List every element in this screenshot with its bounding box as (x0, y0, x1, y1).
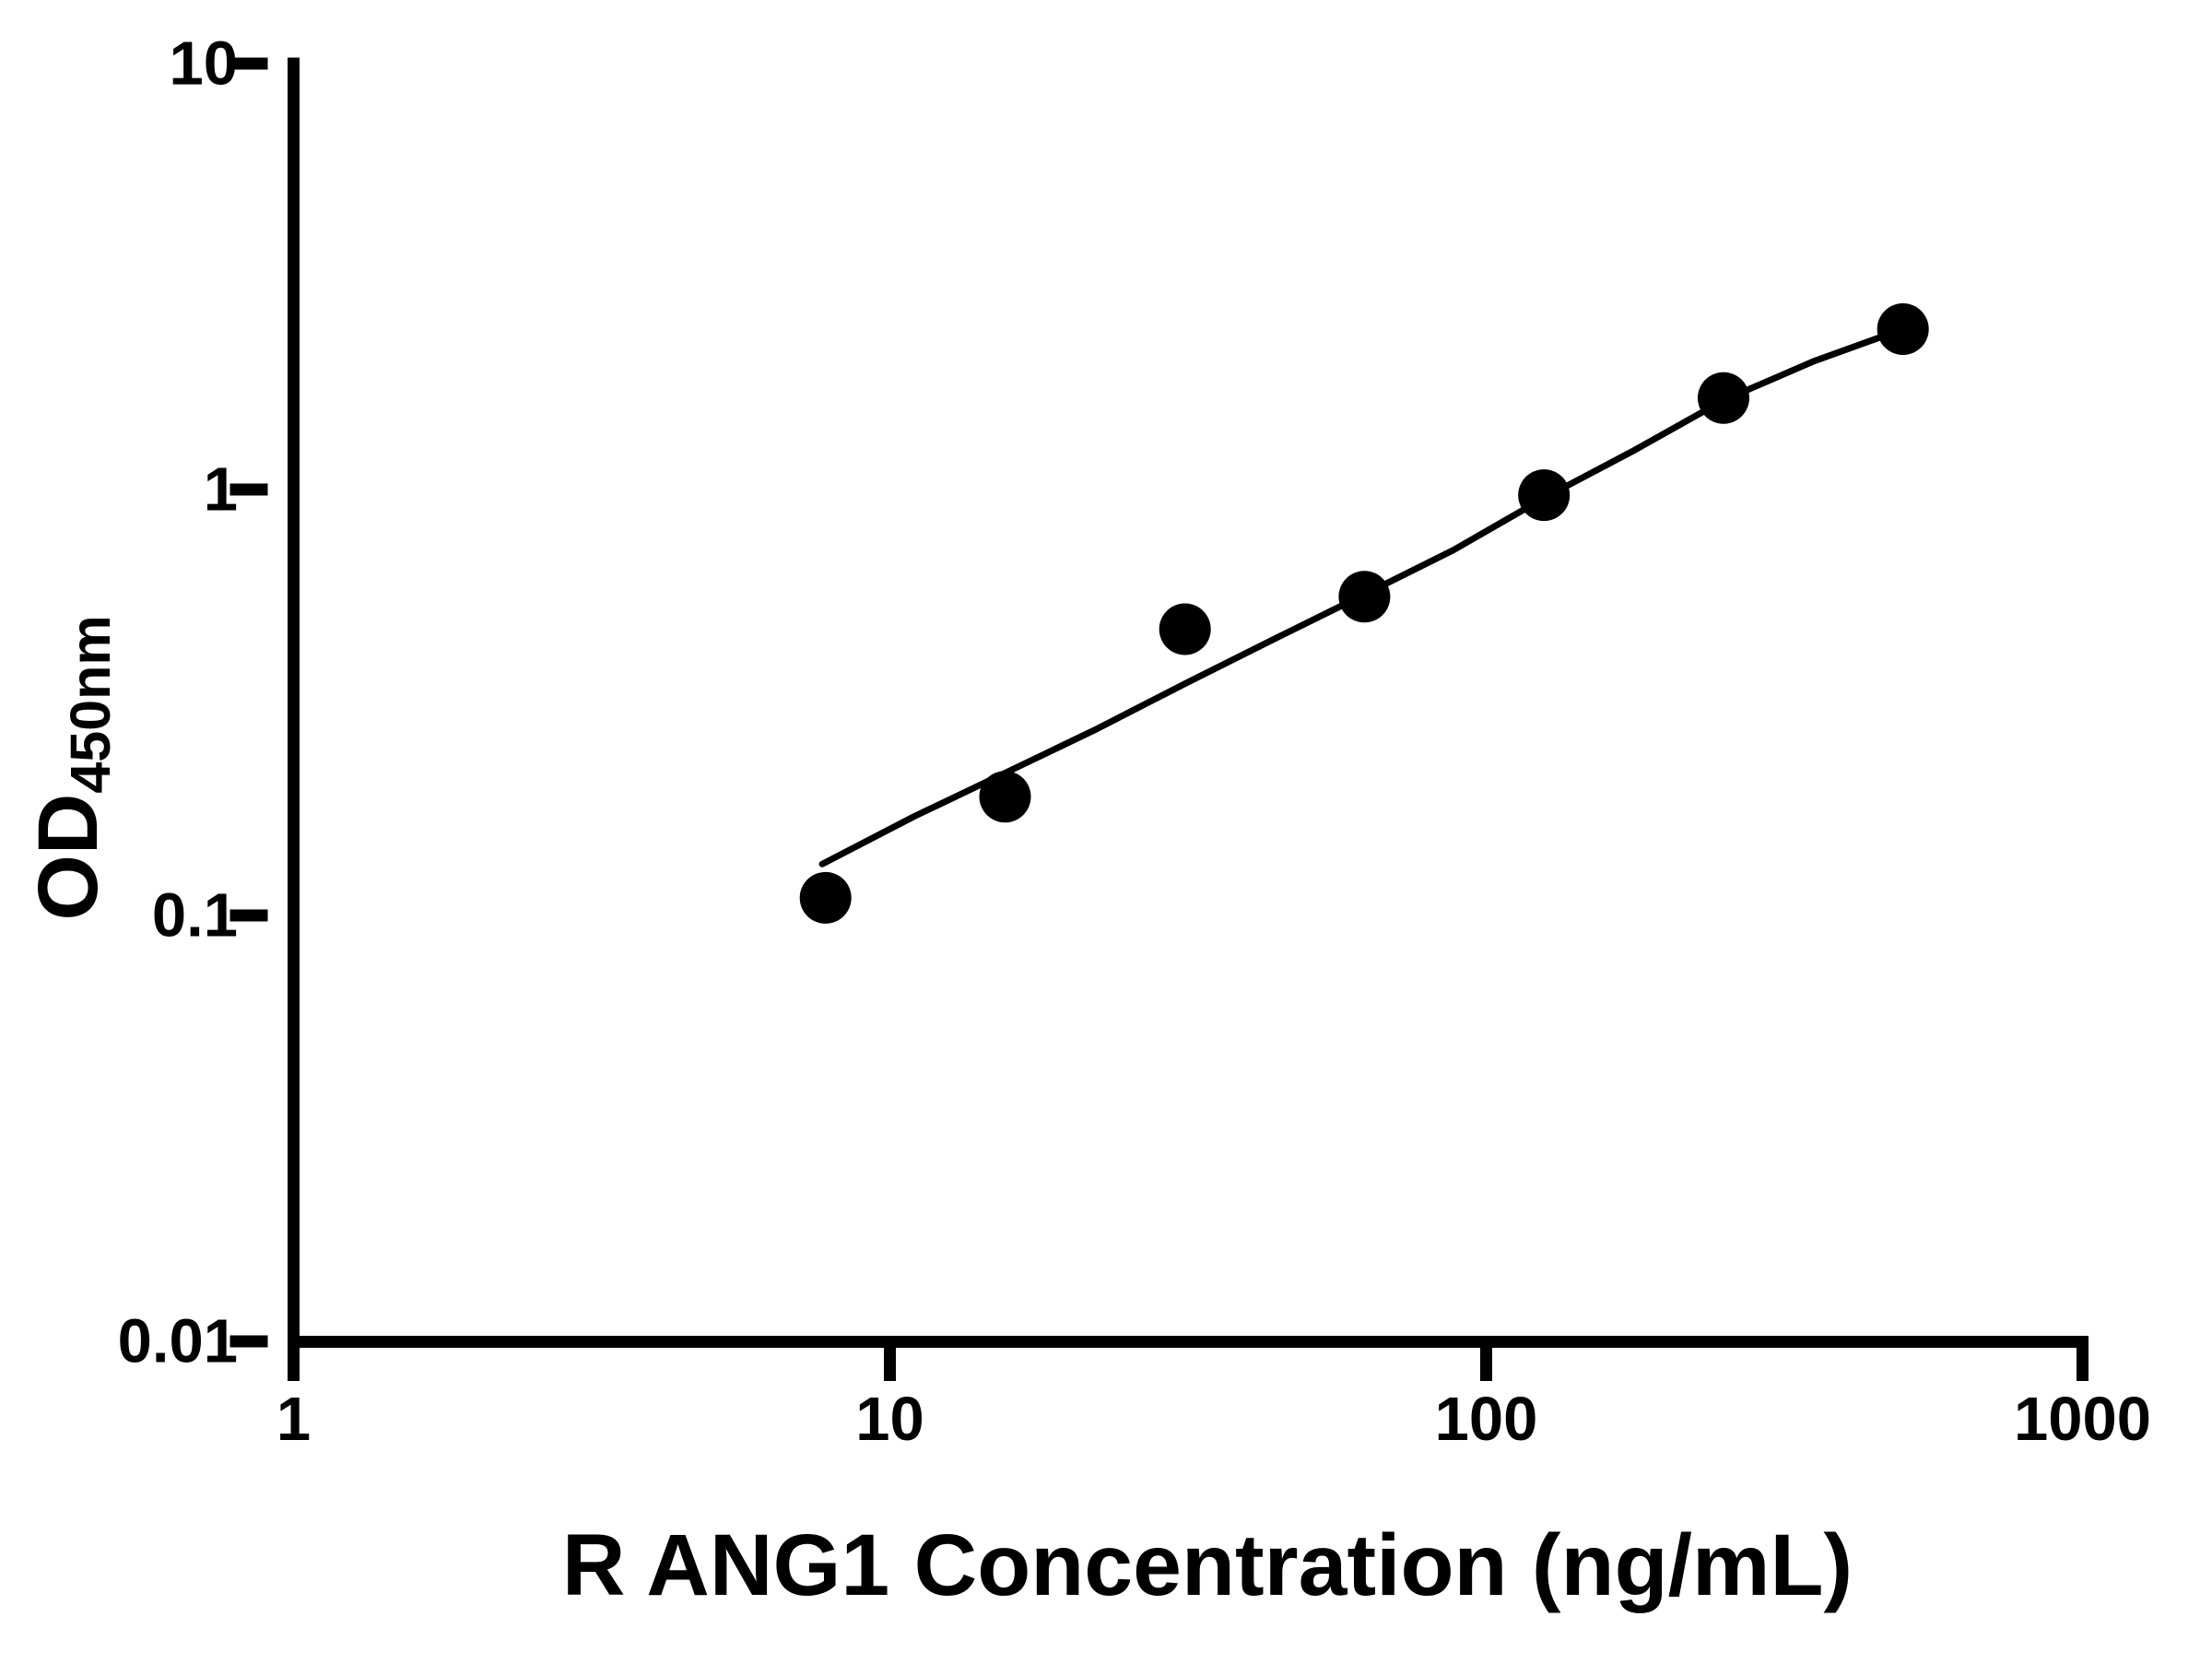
data-point (1159, 603, 1211, 655)
x-tick-label: 10 (855, 1385, 924, 1454)
data-point (979, 771, 1031, 823)
y-axis-title-subscript: 450nm (59, 615, 122, 793)
x-tick (288, 1348, 300, 1381)
y-axis-title-main: OD (21, 794, 115, 921)
data-point (1338, 571, 1391, 623)
y-tick-label: 1 (204, 455, 238, 525)
data-point (1698, 372, 1749, 424)
x-axis-tick-labels: 1 10 100 1000 (276, 1385, 2151, 1454)
x-axis-ticks (288, 1348, 2088, 1381)
y-tick (229, 909, 268, 922)
x-tick (2077, 1348, 2088, 1381)
y-axis-title: OD450nm (21, 615, 122, 920)
y-axis-line (288, 57, 300, 1348)
x-tick-label: 100 (1435, 1385, 1538, 1454)
y-tick (229, 57, 268, 70)
x-tick (884, 1348, 896, 1381)
y-axis-ticks (229, 57, 268, 1348)
data-point (799, 871, 852, 924)
y-tick-label: 10 (169, 30, 238, 99)
x-tick-label: 1000 (2014, 1385, 2151, 1454)
data-points (799, 303, 1929, 924)
y-tick-label: 0.1 (152, 881, 238, 950)
data-point (1518, 469, 1571, 522)
x-axis-title: R ANG1 Concentration (ng/mL) (562, 1516, 1853, 1614)
y-tick (229, 1335, 268, 1348)
x-axis-line (288, 1336, 2088, 1348)
y-axis-tick-labels: 10 1 0.1 0.01 (118, 30, 238, 1376)
y-tick (229, 483, 268, 496)
y-tick-label: 0.01 (118, 1307, 238, 1376)
x-tick (1480, 1348, 1492, 1381)
x-tick-label: 1 (276, 1385, 311, 1454)
data-point (1877, 303, 1929, 355)
